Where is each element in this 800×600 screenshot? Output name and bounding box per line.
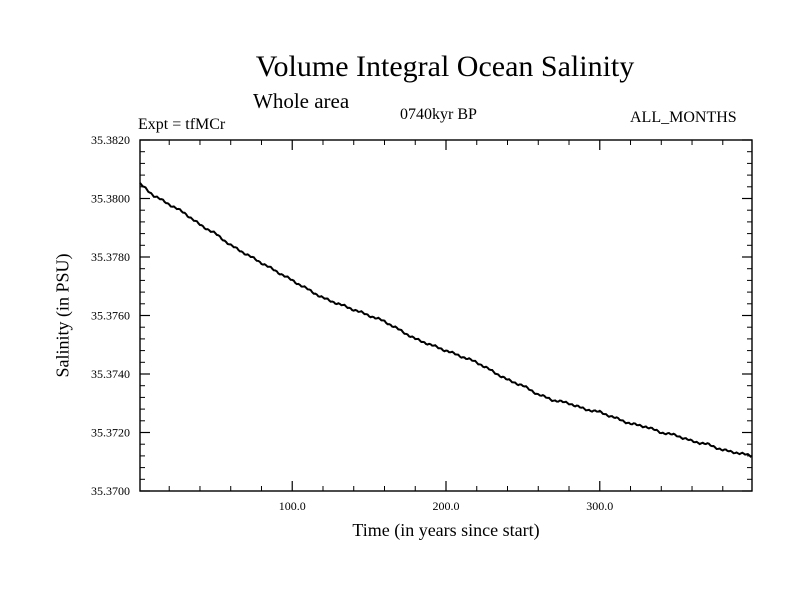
months-label: ALL_MONTHS xyxy=(630,109,737,126)
y-tick-label: 35.3780 xyxy=(91,250,130,264)
experiment-label: Expt = tfMCr xyxy=(138,116,226,133)
chart-subtitle: Whole area xyxy=(253,89,350,113)
y-tick-label: 35.3720 xyxy=(91,426,130,440)
y-tick-label: 35.3820 xyxy=(91,133,130,147)
chart-title: Volume Integral Ocean Salinity xyxy=(255,50,635,83)
period-label: 0740kyr BP xyxy=(400,106,477,123)
x-axis-label: Time (in years since start) xyxy=(352,520,540,540)
y-tick-label: 35.3740 xyxy=(91,367,130,381)
x-tick-label: 300.0 xyxy=(586,499,613,513)
x-tick-label: 100.0 xyxy=(279,499,306,513)
y-tick-label: 35.3760 xyxy=(91,309,130,323)
x-tick-label: 200.0 xyxy=(433,499,460,513)
y-tick-label: 35.3700 xyxy=(91,484,130,498)
salinity-series-line xyxy=(139,182,753,458)
plot-frame xyxy=(139,139,753,492)
y-axis-label: Salinity (in PSU) xyxy=(52,253,73,378)
y-tick-label: 35.3800 xyxy=(91,192,130,206)
